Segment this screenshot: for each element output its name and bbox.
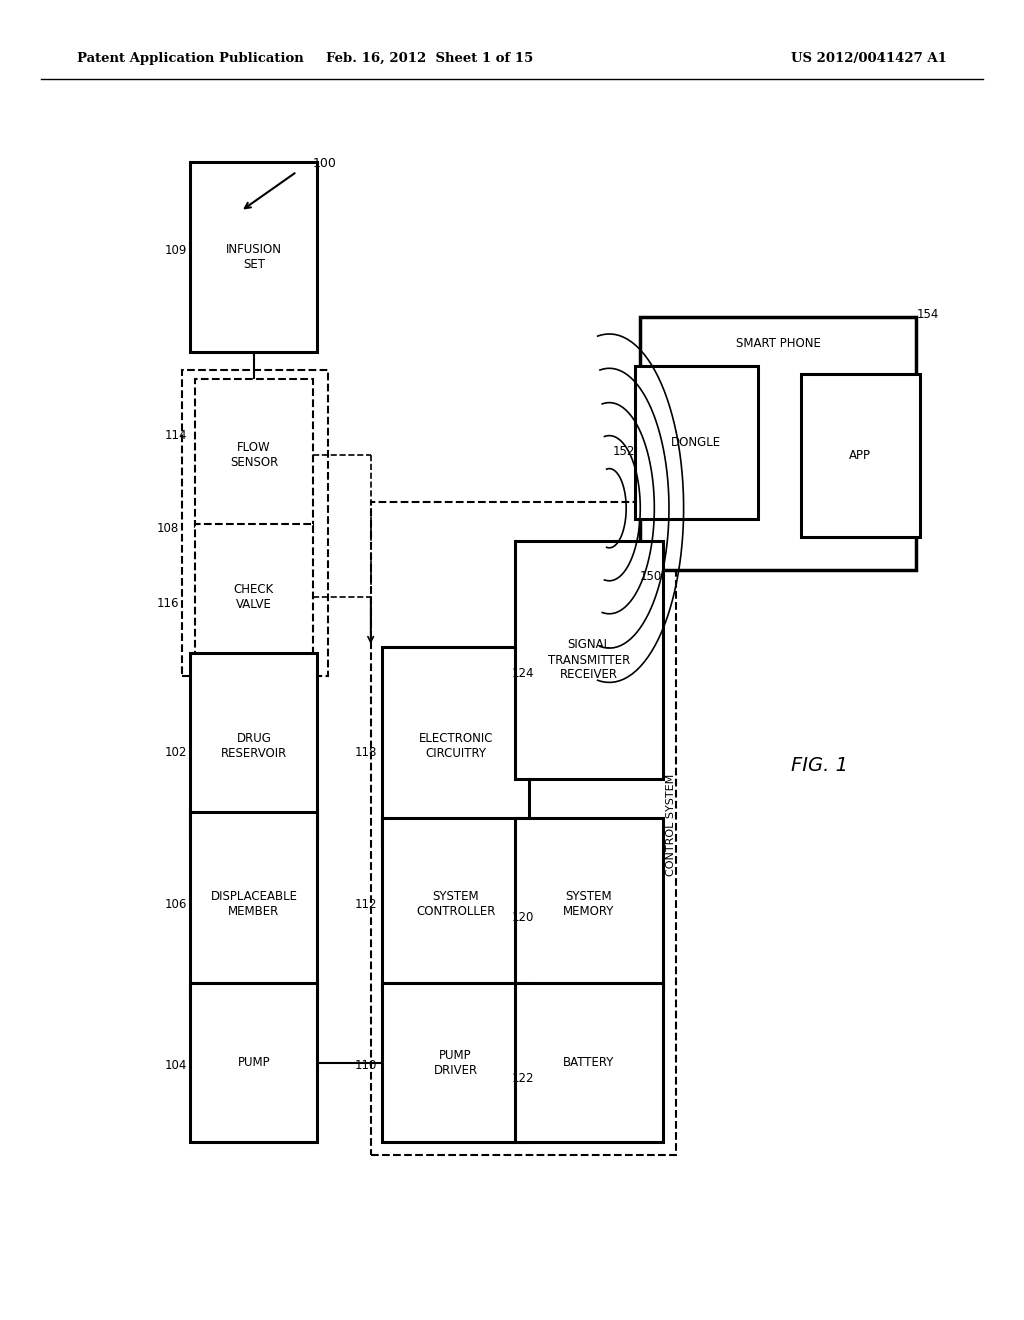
Text: 118: 118 xyxy=(354,746,377,759)
Text: 108: 108 xyxy=(157,521,179,535)
Text: 120: 120 xyxy=(512,911,535,924)
Text: PUMP
DRIVER: PUMP DRIVER xyxy=(433,1048,478,1077)
Text: 152: 152 xyxy=(612,445,635,458)
FancyBboxPatch shape xyxy=(182,370,328,676)
Text: PUMP: PUMP xyxy=(238,1056,270,1069)
Text: 110: 110 xyxy=(354,1059,377,1072)
FancyBboxPatch shape xyxy=(515,541,663,779)
Text: 104: 104 xyxy=(165,1059,187,1072)
Text: 122: 122 xyxy=(512,1072,535,1085)
Text: 106: 106 xyxy=(165,898,187,911)
FancyBboxPatch shape xyxy=(382,818,529,990)
Text: FLOW
SENSOR: FLOW SENSOR xyxy=(229,441,279,470)
Text: 112: 112 xyxy=(354,898,377,911)
FancyBboxPatch shape xyxy=(635,366,758,519)
FancyBboxPatch shape xyxy=(195,379,313,532)
Text: SIGNAL
TRANSMITTER
RECEIVER: SIGNAL TRANSMITTER RECEIVER xyxy=(548,639,630,681)
Text: US 2012/0041427 A1: US 2012/0041427 A1 xyxy=(792,51,947,65)
Text: SYSTEM
CONTROLLER: SYSTEM CONTROLLER xyxy=(416,890,496,919)
FancyBboxPatch shape xyxy=(515,983,663,1142)
Text: BATTERY: BATTERY xyxy=(563,1056,614,1069)
FancyBboxPatch shape xyxy=(382,983,529,1142)
FancyBboxPatch shape xyxy=(190,653,317,838)
FancyBboxPatch shape xyxy=(190,812,317,997)
FancyBboxPatch shape xyxy=(195,524,313,669)
Text: 124: 124 xyxy=(512,667,535,680)
Text: APP: APP xyxy=(849,449,871,462)
Text: 114: 114 xyxy=(165,429,187,442)
FancyBboxPatch shape xyxy=(640,317,916,570)
Text: SYSTEM
MEMORY: SYSTEM MEMORY xyxy=(563,890,614,919)
Text: INFUSION
SET: INFUSION SET xyxy=(226,243,282,272)
Text: ELECTRONIC
CIRCUITRY: ELECTRONIC CIRCUITRY xyxy=(419,731,493,760)
FancyBboxPatch shape xyxy=(515,818,663,990)
Text: 102: 102 xyxy=(165,746,187,759)
FancyBboxPatch shape xyxy=(190,983,317,1142)
Text: DONGLE: DONGLE xyxy=(672,436,721,449)
Text: 154: 154 xyxy=(916,308,939,321)
Text: DISPLACEABLE
MEMBER: DISPLACEABLE MEMBER xyxy=(211,890,297,919)
FancyBboxPatch shape xyxy=(190,162,317,352)
Text: 109: 109 xyxy=(165,244,187,257)
Text: DRUG
RESERVOIR: DRUG RESERVOIR xyxy=(221,731,287,760)
Text: CONTROL SYSTEM: CONTROL SYSTEM xyxy=(666,774,676,876)
Text: Feb. 16, 2012  Sheet 1 of 15: Feb. 16, 2012 Sheet 1 of 15 xyxy=(327,51,534,65)
Text: 100: 100 xyxy=(312,157,336,170)
FancyBboxPatch shape xyxy=(371,502,676,1155)
Text: 150: 150 xyxy=(640,570,663,583)
Text: SMART PHONE: SMART PHONE xyxy=(736,337,820,350)
Text: Patent Application Publication: Patent Application Publication xyxy=(77,51,303,65)
FancyBboxPatch shape xyxy=(382,647,529,845)
Text: 116: 116 xyxy=(157,597,179,610)
FancyBboxPatch shape xyxy=(801,374,920,537)
Text: FIG. 1: FIG. 1 xyxy=(791,756,848,775)
Text: CHECK
VALVE: CHECK VALVE xyxy=(233,582,274,611)
